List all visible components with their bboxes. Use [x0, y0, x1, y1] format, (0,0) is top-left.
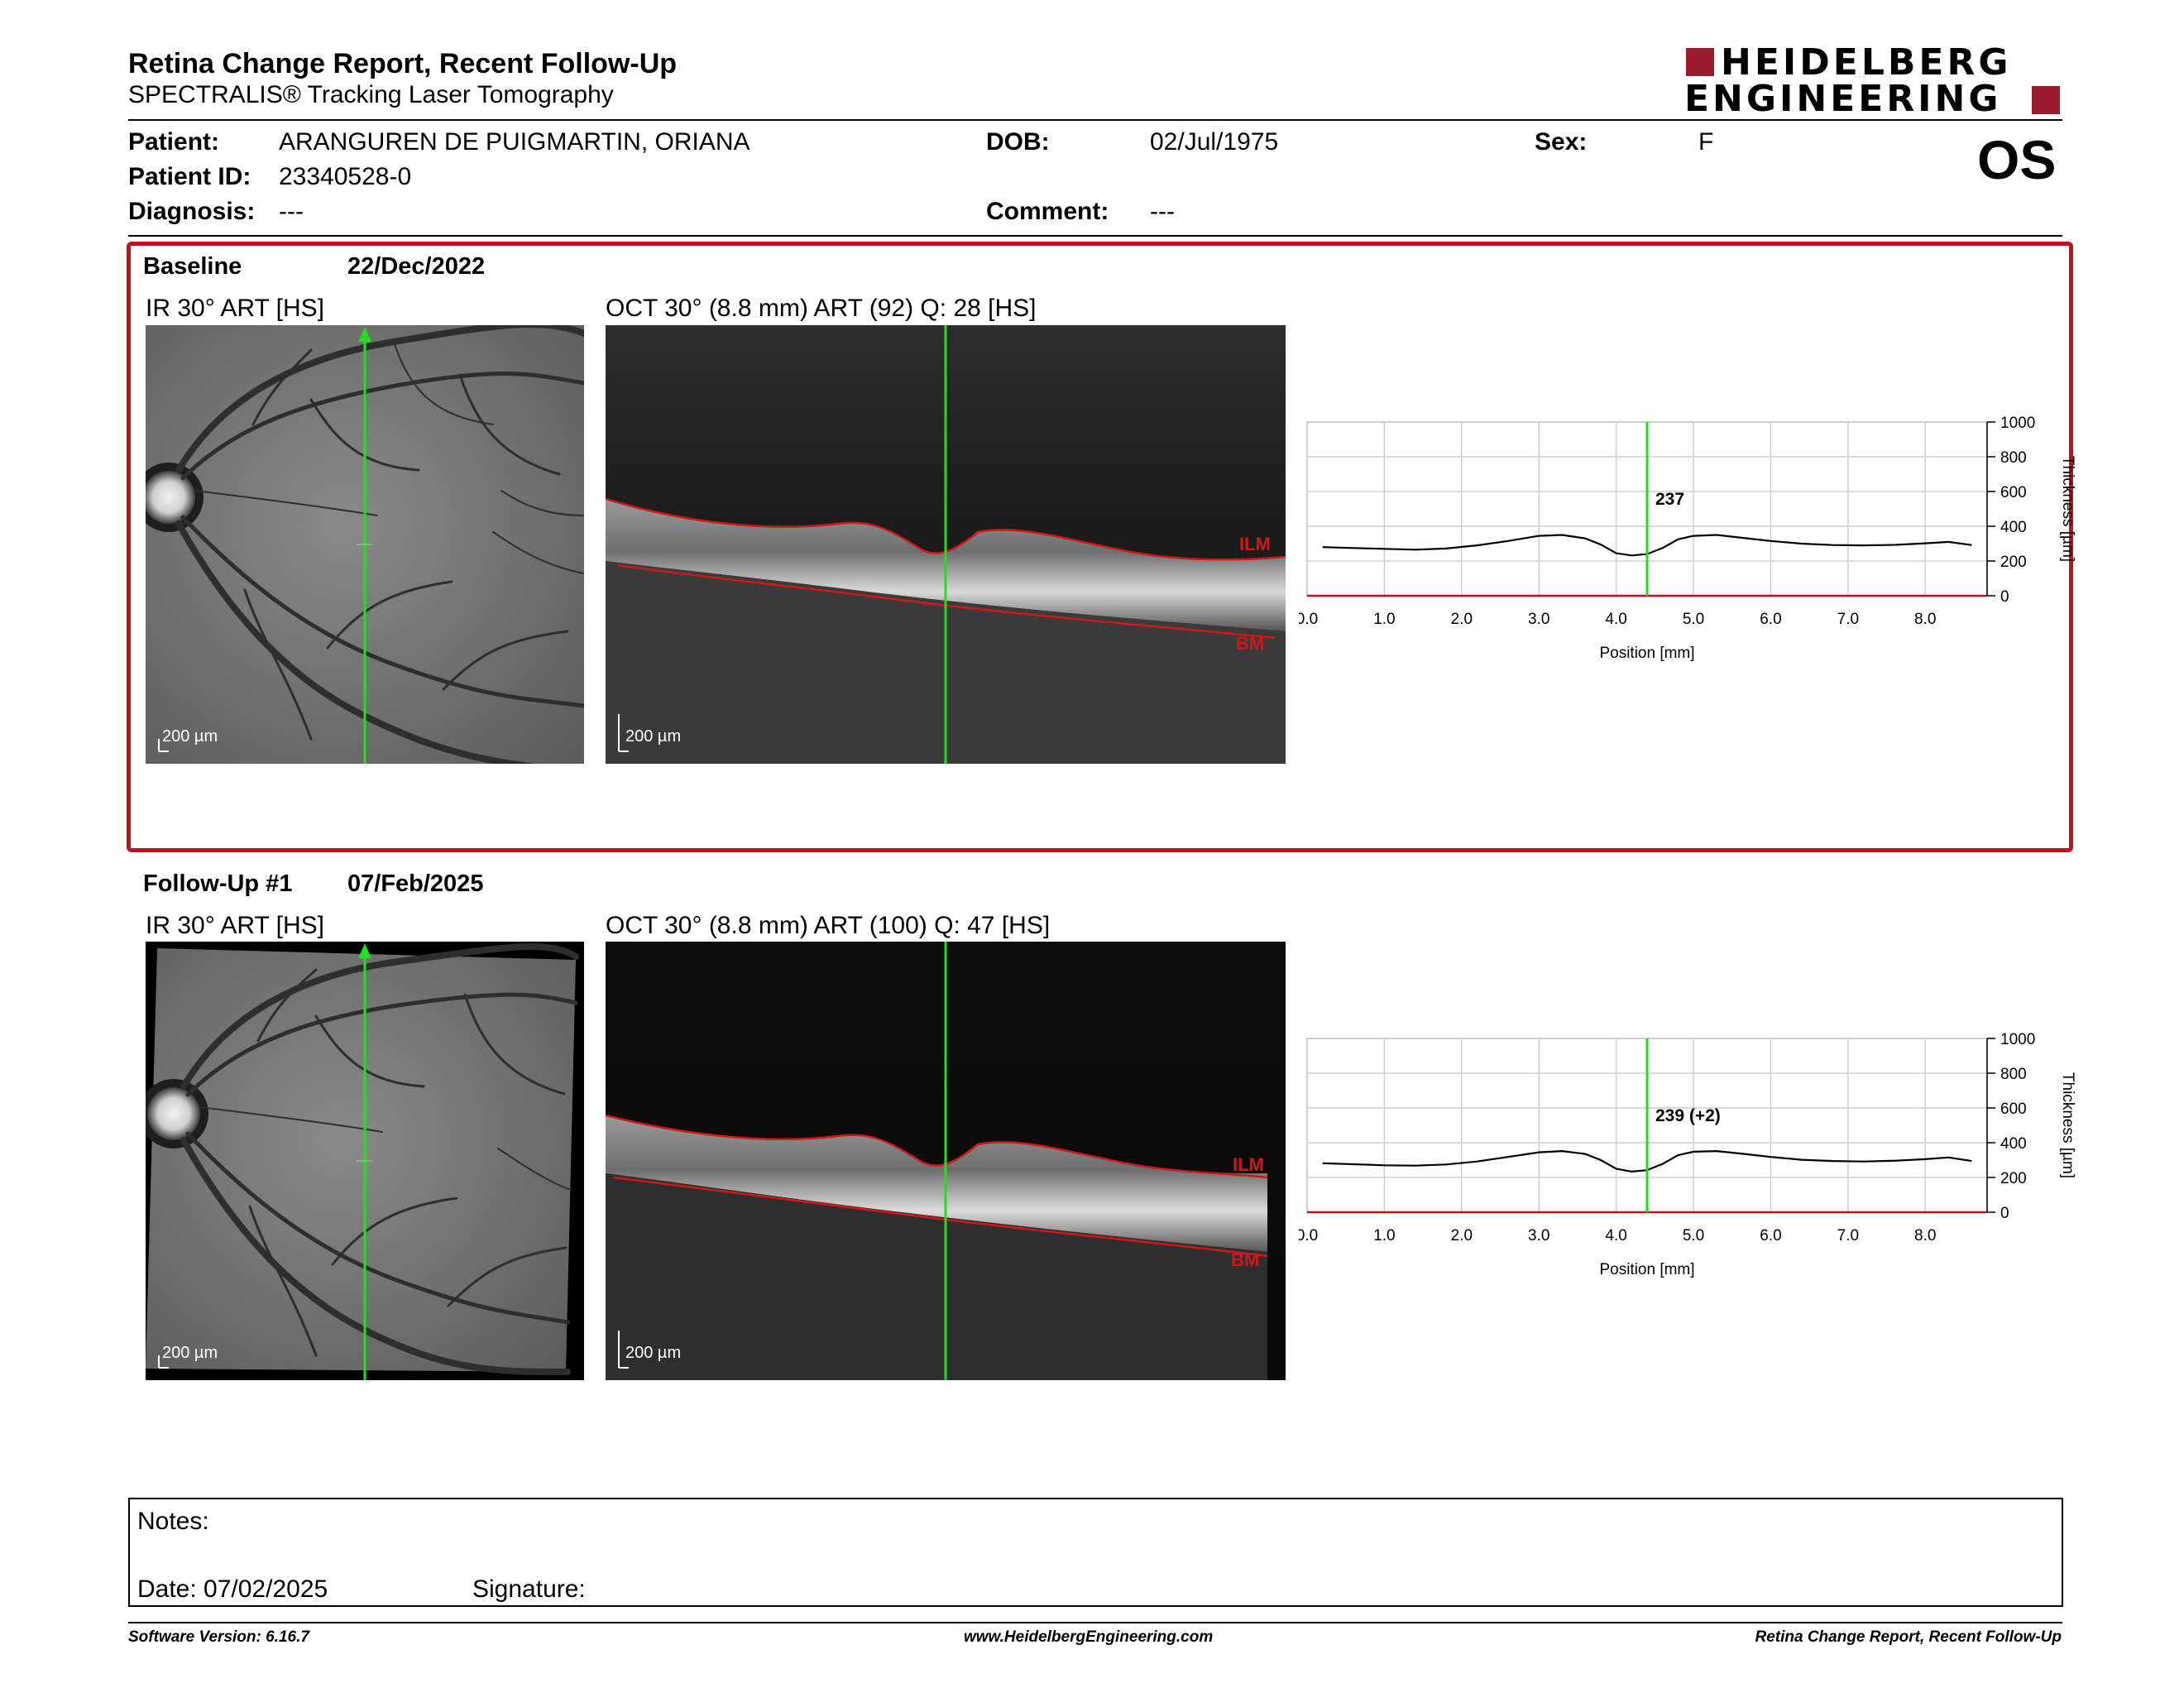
baseline-fundus-svg	[146, 325, 584, 764]
header-divider	[128, 119, 2062, 121]
x-tick-label: 5.0	[1683, 611, 1704, 628]
signature-label: Signature:	[472, 1575, 586, 1603]
report-subtitle: SPECTRALIS® Tracking Laser Tomography	[128, 81, 614, 108]
marker-value-label: 237	[1655, 490, 1684, 509]
followup-ilm-label: ILM	[1233, 1154, 1264, 1175]
y-tick-label: 0	[2000, 1205, 2009, 1222]
eye-indicator: OS	[1977, 129, 2057, 190]
y-tick-label: 1000	[2000, 415, 2035, 432]
x-tick-label: 8.0	[1914, 1227, 1936, 1244]
footer-report-name: Retina Change Report, Recent Follow-Up	[1755, 1628, 2062, 1646]
baseline-ir-label: IR 30° ART [HS]	[146, 295, 324, 322]
sex-label: Sex:	[1535, 128, 1588, 156]
followup-label: Follow-Up #1	[143, 870, 293, 897]
followup-bm-label: BM	[1231, 1249, 1260, 1270]
y-tick-label: 400	[2000, 519, 2027, 536]
x-tick-label: 4.0	[1605, 1227, 1626, 1244]
x-tick-label: 0.0	[1299, 1227, 1318, 1244]
y-tick-label: 0	[2000, 588, 2009, 606]
baseline-section-box	[127, 242, 2073, 852]
patient-id: 23340528-0	[279, 163, 412, 190]
baseline-label: Baseline	[143, 253, 242, 280]
baseline-oct-scale: 200 µm	[625, 727, 682, 746]
x-tick-label: 7.0	[1837, 1227, 1859, 1244]
notes-date: Date: 07/02/2025	[137, 1575, 328, 1603]
x-tick-label: 2.0	[1451, 611, 1473, 628]
logo-line2: ENGINEERING	[1684, 78, 2002, 120]
report-title: Retina Change Report, Recent Follow-Up	[128, 48, 678, 79]
patient-id-label: Patient ID:	[128, 163, 251, 190]
x-tick-label: 0.0	[1299, 611, 1318, 628]
patient-name: ARANGUREN DE PUIGMARTIN, ORIANA	[279, 128, 750, 156]
followup-date: 07/Feb/2025	[347, 870, 484, 897]
dob-label: DOB:	[986, 128, 1050, 156]
sex-value: F	[1698, 128, 1714, 156]
followup-oct-label: OCT 30° (8.8 mm) ART (100) Q: 47 [HS]	[606, 912, 1051, 939]
y-tick-label: 600	[2000, 484, 2027, 501]
y-tick-label: 400	[2000, 1135, 2027, 1153]
followup-ir-scale: 200 µm	[162, 1344, 218, 1362]
logo-square-bottom	[2032, 86, 2060, 114]
y-axis-label: Thickness [µm]	[2059, 456, 2076, 562]
followup-ir-image: 200 µm	[146, 942, 584, 1380]
footer-website: www.HeidelbergEngineering.com	[964, 1628, 1214, 1646]
baseline-oct-svg	[606, 325, 1286, 764]
diagnosis-value: ---	[279, 198, 304, 225]
baseline-ir-scale: 200 µm	[162, 727, 218, 746]
patient-divider	[128, 235, 2062, 237]
footer-software-version: Software Version: 6.16.7	[128, 1628, 309, 1646]
x-tick-label: 3.0	[1528, 1227, 1549, 1244]
y-tick-label: 800	[2000, 449, 2027, 467]
footer-divider	[128, 1622, 2062, 1623]
baseline-oct-label: OCT 30° (8.8 mm) ART (92) Q: 28 [HS]	[606, 295, 1037, 322]
notes-label: Notes:	[137, 1508, 209, 1535]
patient-label: Patient:	[128, 128, 220, 156]
dob-value: 02/Jul/1975	[1150, 128, 1279, 156]
y-tick-label: 200	[2000, 554, 2027, 571]
logo-line1: HEIDELBERG	[1721, 41, 2012, 84]
baseline-oct-image: ILM BM 200 µm	[606, 325, 1286, 764]
logo-square-top	[1686, 48, 1714, 76]
notes-box: Notes: Date: 07/02/2025 Signature:	[128, 1498, 2063, 1607]
followup-fundus-svg	[146, 943, 579, 1380]
baseline-ilm-label: ILM	[1239, 534, 1271, 554]
x-axis-label: Position [mm]	[1599, 1261, 1694, 1278]
x-tick-label: 6.0	[1760, 1227, 1781, 1244]
x-tick-label: 1.0	[1373, 611, 1395, 628]
y-tick-label: 200	[2000, 1170, 2027, 1187]
x-tick-label: 6.0	[1760, 611, 1781, 628]
marker-value-label: 239 (+2)	[1655, 1106, 1721, 1125]
baseline-bm-label: BM	[1236, 633, 1265, 654]
y-tick-label: 600	[2000, 1101, 2027, 1118]
x-tick-label: 3.0	[1528, 611, 1549, 628]
followup-thickness-chart: 0.0 1.0 2.0 3.0 4.0 5.0 6.0 7.0 8.0 0 200 400 600 800…	[1299, 1031, 2076, 1278]
y-axis-label: Thickness [µm]	[2059, 1072, 2076, 1178]
x-tick-label: 8.0	[1914, 611, 1936, 628]
baseline-thickness-chart: 0.0 1.0 2.0 3.0 4.0 5.0 6.0 7.0 8.0 0 200 400 600 800…	[1299, 415, 2076, 662]
y-tick-label: 1000	[2000, 1031, 2035, 1048]
x-axis-label: Position [mm]	[1599, 645, 1694, 662]
followup-ir-label: IR 30° ART [HS]	[146, 912, 324, 939]
followup-oct-svg	[606, 942, 1286, 1380]
x-tick-label: 7.0	[1837, 611, 1859, 628]
followup-oct-scale: 200 µm	[625, 1344, 682, 1362]
x-tick-label: 2.0	[1451, 1227, 1473, 1244]
y-tick-label: 800	[2000, 1066, 2027, 1083]
diagnosis-label: Diagnosis:	[128, 198, 256, 225]
x-tick-label: 1.0	[1373, 1227, 1395, 1244]
baseline-ir-image: 200 µm	[146, 325, 584, 764]
comment-value: ---	[1150, 198, 1175, 225]
x-tick-label: 4.0	[1605, 611, 1626, 628]
followup-oct-image: ILM BM 200 µm	[606, 942, 1286, 1380]
comment-label: Comment:	[986, 198, 1109, 225]
x-tick-label: 5.0	[1683, 1227, 1704, 1244]
baseline-date: 22/Dec/2022	[347, 253, 486, 280]
